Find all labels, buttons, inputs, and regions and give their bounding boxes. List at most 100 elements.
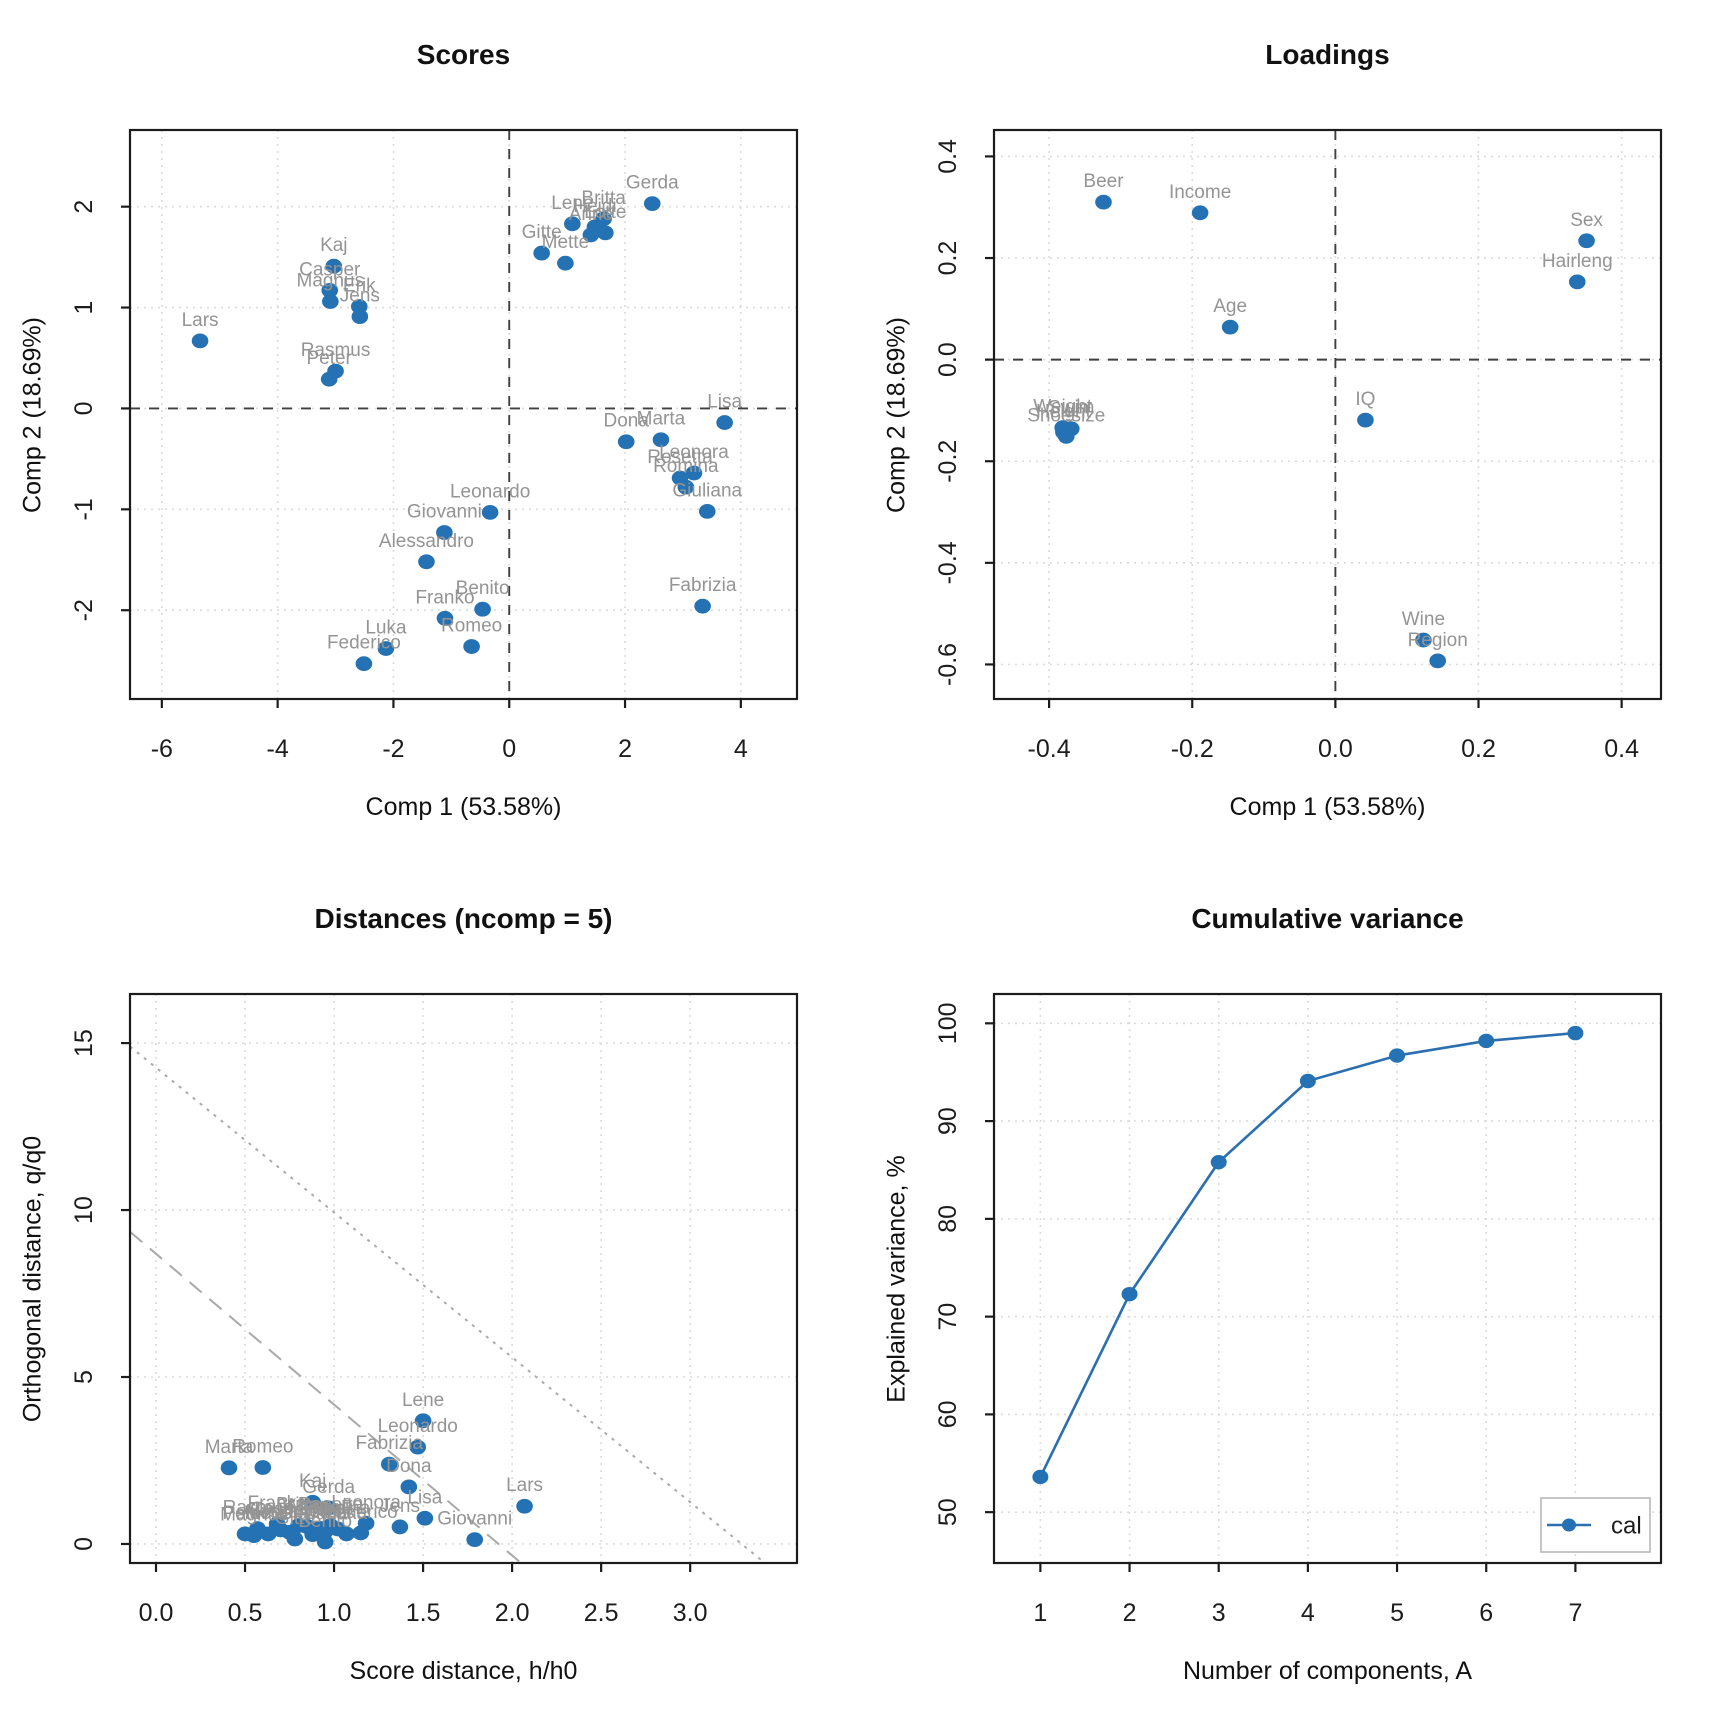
data-point [1095,194,1112,210]
point-label: Heidi [573,196,616,217]
y-tick-label: 5 [70,1370,98,1384]
cumulative-variance-y-axis-label: Explained variance, % [882,1155,911,1403]
x-tick-label: 1.0 [317,1599,352,1627]
point-label: IQ [1355,389,1375,410]
x-tick-label: 1 [1033,1599,1047,1627]
data-point [474,601,491,617]
plot-box [992,992,1663,1565]
y-tick-label: 0 [70,1537,98,1551]
point-label: Anne [569,204,613,225]
point-label: Income [1169,182,1231,203]
data-point [355,656,373,672]
point-label: Gitte [275,1508,315,1529]
loadings-plot: Beer Income Age Sex Hairleng IQ WeightSwimHeig… [934,128,1663,763]
point-label: Romeo [441,616,502,637]
data-point [466,1532,484,1548]
data-point [463,639,480,654]
plot-box [128,992,799,1565]
point-label: Franko [415,587,474,608]
point-label: Erik [343,276,376,297]
point-label: Heidi [303,1501,346,1522]
point-label: Kaj [320,235,347,256]
x-tick-label: 0 [502,735,516,763]
data-point [325,258,343,274]
x-tick-label: 0.4 [1604,735,1639,763]
point-label: Dona [603,411,649,432]
extremes-limit-line [129,1230,522,1564]
y-tick-label: 90 [934,1107,962,1135]
point-label: Hairleng [1542,251,1613,272]
point-label: Benito [298,1511,352,1532]
point-label: Federico [327,633,401,654]
point-label: Leonardo [450,481,530,502]
distances-x-axis-label: Score distance, h/h0 [349,1657,578,1685]
point-label: Giuliana [278,1504,348,1525]
data-point [320,1500,338,1516]
x-tick-label: 0.2 [1461,735,1496,763]
plot-box [128,128,799,701]
point-label: Giovanni [437,1509,512,1530]
point-label: Alessandro [242,1501,337,1522]
point-label: Rosetta [298,1495,364,1516]
data-point [304,1527,321,1543]
point-label: Federico [324,1502,398,1523]
outliers-limit-line [129,1045,766,1564]
data-point [377,641,395,656]
data-point [400,1479,418,1495]
cumulative-variance-x-axis-label: Number of components, A [1182,1657,1473,1685]
point-label: Wine [1402,609,1445,630]
scores-panel: Lars Peter Rasmus Lene Mette Gitte Jens Erik Lot… [0,0,864,864]
y-tick-label: 0.4 [934,139,962,174]
y-tick-label: 15 [70,1029,98,1057]
point-label: Romina [305,1498,371,1519]
distances-title: Distances (ncomp = 5) [314,903,613,934]
data-point [220,1460,238,1476]
point-label: Region [1408,630,1468,651]
point-label: Magnus [297,271,365,292]
point-label: Leonardo [378,1416,458,1437]
y-tick-label: 60 [934,1400,962,1428]
point-label: Alessandro [379,531,474,552]
loadings-panel: Beer Income Age Sex Hairleng IQ Weight Swim Heig… [864,0,1728,864]
data-point [409,1439,427,1455]
y-tick-label: 70 [934,1303,962,1331]
scores-y-axis-label: Comp 2 (18.69%) [18,317,47,513]
data-point [268,1516,286,1532]
data-point [1357,412,1374,428]
data-point [191,333,209,349]
x-tick-label: 4 [1301,1599,1315,1627]
x-tick-label: 2.0 [495,1599,530,1627]
x-tick-label: 0.0 [139,1599,174,1627]
data-point [281,1524,298,1540]
data-point [1191,205,1209,221]
point-label: Rasmus [223,1498,293,1519]
data-point [557,255,574,271]
x-tick-label: -2 [382,735,404,763]
cumulative-variance-plot: 1 2 3 4 5 6 7 50 60 70 80 90 100 cal [934,992,1663,1627]
data-point [1568,274,1586,290]
x-tick-label: -0.4 [1028,735,1071,763]
y-tick-label: 0.0 [934,342,962,377]
x-tick-label: 2 [1123,1599,1137,1627]
y-tick-label: 100 [934,1002,962,1044]
data-point [418,554,435,570]
point-label: Marta [637,409,686,430]
data-point [259,1526,277,1542]
scores-x-axis-label: Comp 1 (53.58%) [365,793,562,821]
data-point [1221,319,1239,335]
point-label: Dona [386,1456,432,1477]
data-point [564,216,581,232]
legend: cal [1540,1497,1651,1553]
point-label: Peter [306,348,352,369]
data-point [414,1413,432,1429]
data-point [1210,1154,1227,1170]
point-label: Casper [299,259,361,280]
data-point [533,245,550,261]
point-label: Height [1036,401,1092,422]
y-tick-label: -1 [70,498,98,520]
point-label: Giuliana [672,480,742,501]
loadings-title: Loadings [1265,39,1390,70]
x-tick-label: 1.5 [406,1599,441,1627]
